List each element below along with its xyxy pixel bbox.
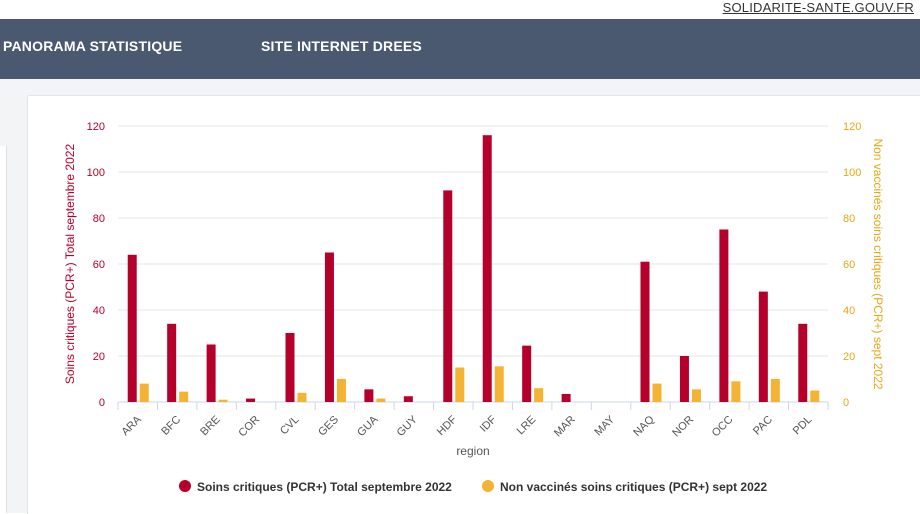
bar-total[interactable] bbox=[443, 190, 453, 402]
category-label: IDF bbox=[478, 413, 499, 434]
left-tick-label: 20 bbox=[93, 351, 105, 363]
bar-total[interactable] bbox=[798, 323, 808, 402]
category-label: ARA bbox=[119, 413, 144, 438]
right-tick-label: 60 bbox=[843, 259, 855, 271]
category-label: MAY bbox=[592, 413, 617, 438]
top-link[interactable]: SOLIDARITE-SANTE.GOUV.FR bbox=[722, 0, 914, 15]
bar-total[interactable] bbox=[324, 252, 334, 403]
bar-total[interactable] bbox=[206, 344, 216, 403]
right-tick-label: 100 bbox=[843, 167, 861, 179]
bar-total[interactable] bbox=[561, 393, 571, 402]
bar-unvaccinated[interactable] bbox=[691, 389, 701, 402]
category-label: GUY bbox=[395, 413, 421, 439]
bars bbox=[127, 135, 820, 403]
right-tick-label: 20 bbox=[843, 351, 855, 363]
left-axis-title: Soins critiques (PCR+) Total septembre 2… bbox=[63, 144, 77, 385]
left-tick-label: 60 bbox=[93, 259, 105, 271]
bar-unvaccinated[interactable] bbox=[336, 379, 346, 402]
category-label: GUA bbox=[355, 413, 381, 439]
right-axis-title: Non vaccinés soins critiques (PCR+) sept… bbox=[871, 138, 885, 389]
category-label: HDF bbox=[435, 413, 460, 438]
category-label: GES bbox=[316, 414, 341, 439]
bar-total[interactable] bbox=[522, 345, 532, 402]
x-axis-title: region bbox=[456, 444, 489, 458]
bar-total[interactable] bbox=[640, 261, 650, 402]
bar-total[interactable] bbox=[285, 333, 295, 402]
bar-total[interactable] bbox=[246, 398, 256, 402]
axes bbox=[117, 402, 829, 410]
category-label: CVL bbox=[278, 414, 302, 438]
left-panel bbox=[0, 146, 7, 513]
left-tick-label: 120 bbox=[87, 121, 105, 133]
bar-total[interactable] bbox=[719, 229, 729, 403]
bar-unvaccinated[interactable] bbox=[770, 379, 780, 402]
right-tick-label: 40 bbox=[843, 305, 855, 317]
bar-total[interactable] bbox=[167, 323, 177, 402]
bar-total[interactable] bbox=[364, 389, 374, 402]
bar-total[interactable] bbox=[758, 291, 768, 402]
chart-card bbox=[27, 95, 920, 514]
legend: Soins critiques (PCR+) Total septembre 2… bbox=[179, 480, 767, 494]
legend-marker[interactable] bbox=[179, 480, 191, 492]
bar-unvaccinated[interactable] bbox=[494, 366, 504, 402]
bar-unvaccinated[interactable] bbox=[218, 399, 228, 402]
bar-total[interactable] bbox=[127, 254, 137, 402]
right-axis-ticks: 0 20 40 60 80 100 120 bbox=[843, 121, 861, 409]
bar-total[interactable] bbox=[482, 135, 492, 402]
legend-label[interactable]: Soins critiques (PCR+) Total septembre 2… bbox=[197, 480, 452, 494]
bar-total[interactable] bbox=[679, 356, 689, 402]
bar-total[interactable] bbox=[403, 396, 413, 402]
legend-label[interactable]: Non vaccinés soins critiques (PCR+) sept… bbox=[500, 480, 767, 494]
x-axis-ticks: ARA BFC BRE COR CVL GES GUA GUY HDF IDF LRE MAR MAY N… bbox=[119, 413, 814, 439]
category-label: NOR bbox=[670, 414, 696, 440]
navbar: PANORAMA STATISTIQUE SITE INTERNET DREES bbox=[0, 19, 920, 79]
left-tick-label: 80 bbox=[93, 213, 105, 225]
category-label: PDL bbox=[791, 414, 815, 438]
right-tick-label: 0 bbox=[843, 397, 849, 409]
right-tick-label: 80 bbox=[843, 213, 855, 225]
left-tick-label: 100 bbox=[87, 167, 105, 179]
left-axis-ticks: 0 20 40 60 80 100 120 bbox=[87, 121, 105, 409]
category-label: NAQ bbox=[631, 413, 657, 439]
category-label: BRE bbox=[198, 414, 222, 438]
bar-unvaccinated[interactable] bbox=[810, 390, 820, 403]
right-tick-label: 120 bbox=[843, 121, 861, 133]
bar-unvaccinated[interactable] bbox=[297, 392, 307, 402]
category-label: PAC bbox=[751, 414, 775, 438]
bar-unvaccinated[interactable] bbox=[534, 388, 544, 402]
category-label: BFC bbox=[159, 414, 183, 438]
bar-unvaccinated[interactable] bbox=[455, 367, 465, 403]
nav-site-internet-drees[interactable]: SITE INTERNET DREES bbox=[261, 38, 422, 54]
bar-unvaccinated[interactable] bbox=[652, 383, 662, 402]
nav-panorama-statistique[interactable]: PANORAMA STATISTIQUE bbox=[3, 38, 183, 54]
bar-unvaccinated[interactable] bbox=[731, 381, 741, 402]
left-tick-label: 40 bbox=[93, 305, 105, 317]
category-label: COR bbox=[236, 414, 262, 440]
legend-marker[interactable] bbox=[482, 480, 494, 492]
category-label: OCC bbox=[710, 414, 736, 440]
category-label: MAR bbox=[552, 414, 578, 440]
bar-unvaccinated[interactable] bbox=[376, 398, 386, 402]
bar-unvaccinated[interactable] bbox=[139, 383, 149, 402]
category-label: LRE bbox=[515, 414, 539, 438]
bar-unvaccinated[interactable] bbox=[179, 391, 189, 402]
left-tick-label: 0 bbox=[99, 397, 105, 409]
